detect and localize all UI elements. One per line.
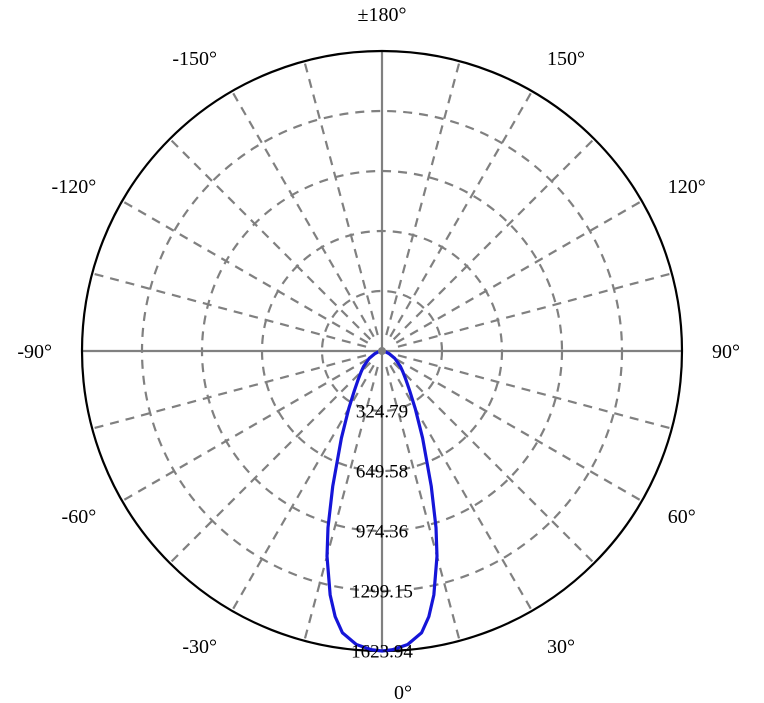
angle-label: 150° — [547, 48, 585, 70]
polar-chart-container: 324.79 649.58 974.36 1299.15 1623.94 ±180° 15… — [0, 0, 764, 703]
radius-label: 649.58 — [356, 462, 408, 483]
polar-chart-svg: 324.79 649.58 974.36 1299.15 1623.94 ±180° 15… — [0, 0, 764, 703]
angle-label: -150° — [172, 48, 217, 70]
angle-label: 0° — [394, 682, 412, 703]
angle-label: -30° — [182, 636, 217, 658]
angle-label: 60° — [668, 506, 696, 528]
center-dot — [378, 347, 386, 355]
angle-label: -120° — [52, 176, 97, 198]
angle-label: -90° — [17, 341, 52, 363]
angle-label: 120° — [668, 176, 706, 198]
radius-label: 1299.15 — [351, 582, 413, 603]
radius-label: 1623.94 — [351, 642, 413, 663]
angle-label: -60° — [62, 506, 97, 528]
angle-label: ±180° — [358, 4, 407, 26]
angle-label: 30° — [547, 636, 575, 658]
radius-label: 974.36 — [356, 522, 408, 543]
angle-label: 90° — [712, 341, 740, 363]
radius-label: 324.79 — [356, 402, 408, 423]
